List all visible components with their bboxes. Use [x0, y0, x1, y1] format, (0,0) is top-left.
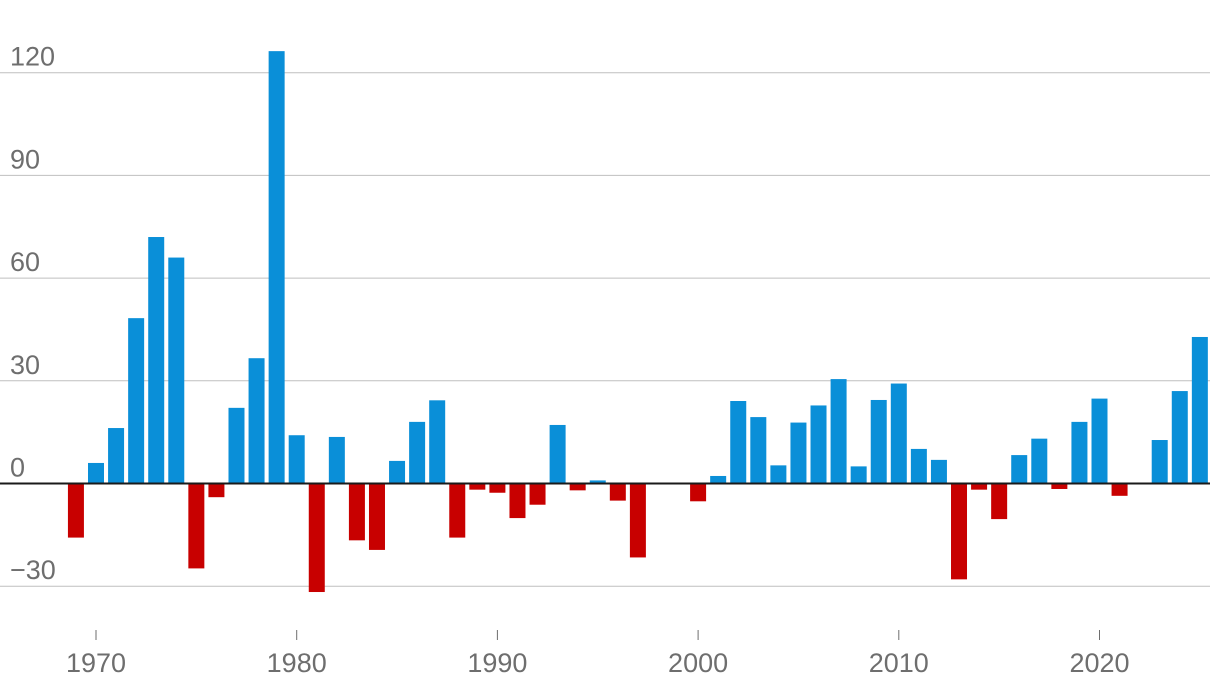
y-tick-label: 90: [10, 144, 40, 174]
bar-1972: [128, 318, 145, 484]
bar-2005: [790, 422, 807, 484]
bar-2002: [730, 401, 747, 484]
axes: 120 90 60 30 0 −30 1970 1980 1990 2000 2010 2020: [0, 42, 1210, 678]
bar-1979: [268, 51, 285, 484]
x-tick-label: 2000: [668, 648, 728, 678]
bar-2017: [1031, 438, 1048, 484]
bar-2003: [750, 417, 767, 484]
bar-2020: [1091, 398, 1108, 484]
y-tick-label: 60: [10, 247, 40, 277]
bar-2000: [690, 483, 707, 502]
bar-2018: [1051, 483, 1068, 489]
bar-1976: [208, 483, 225, 498]
x-tick-label: 1970: [66, 648, 126, 678]
bar-2013: [951, 483, 968, 580]
x-tick-label: 2010: [869, 648, 929, 678]
bar-1987: [429, 400, 446, 484]
bar-1973: [148, 237, 165, 484]
x-tick-label: 1980: [267, 648, 327, 678]
y-tick-label: 30: [10, 350, 40, 380]
bar-1996: [609, 483, 626, 501]
bar-1989: [469, 483, 486, 490]
bar-1995: [589, 480, 606, 484]
bar-1988: [449, 483, 466, 538]
bar-2008: [850, 466, 867, 484]
bar-2010: [890, 383, 907, 484]
x-tick-label: 1990: [467, 648, 527, 678]
bar-2001: [710, 475, 727, 484]
bar-1980: [288, 435, 305, 484]
bar-1983: [348, 483, 365, 541]
y-tick-label: −30: [10, 555, 56, 585]
bar-2014: [971, 483, 988, 490]
bar-2009: [870, 399, 887, 484]
x-tick-label: 2020: [1069, 648, 1129, 678]
bar-2004: [770, 465, 787, 484]
bar-2007: [830, 379, 847, 484]
bar-1975: [188, 483, 205, 569]
bar-1986: [409, 421, 426, 484]
bar-2023: [1151, 440, 1168, 484]
bar-1985: [389, 460, 406, 484]
gridlines: [0, 72, 1210, 587]
bar-2021: [1111, 483, 1128, 496]
bar-1982: [328, 436, 345, 484]
bar-1970: [88, 462, 104, 484]
bar-2015: [991, 483, 1008, 520]
bar-2019: [1071, 421, 1088, 484]
bar-1993: [549, 424, 566, 484]
bars: [67, 51, 1208, 593]
bar-2016: [1011, 455, 1028, 484]
bar-2024: [1171, 391, 1188, 484]
bar-1991: [509, 483, 526, 519]
y-tick-label: 120: [10, 42, 55, 72]
bar-1997: [629, 483, 646, 558]
bar-1969: [67, 483, 84, 538]
bar-2011: [910, 448, 927, 484]
bar-1978: [248, 358, 265, 484]
bar-2006: [810, 405, 827, 484]
y-tick-label: 0: [10, 453, 25, 483]
bar-1974: [168, 257, 185, 484]
bar-1971: [108, 428, 125, 484]
bar-2025: [1191, 336, 1208, 484]
bar-1990: [489, 483, 506, 493]
bar-2012: [930, 459, 947, 484]
bar-1994: [569, 483, 586, 491]
bar-1981: [308, 483, 325, 593]
bar-1984: [368, 483, 385, 550]
bar-1977: [228, 407, 245, 484]
bar-1992: [529, 483, 546, 505]
